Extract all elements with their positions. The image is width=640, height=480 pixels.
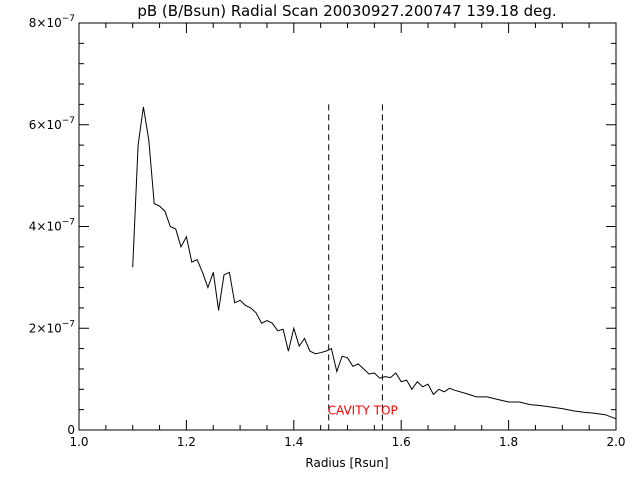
x-axis-ticks: 1.0 1.2 1.4 1.6 1.8 2.0 [69,23,626,449]
plot-frame [78,22,617,431]
series-line [132,106,617,420]
y-tick-label: 0 [67,423,75,437]
cavity-top-label: CAVITY TOP [328,404,398,418]
x-tick-label: 1.8 [499,435,518,449]
x-axis-label: Radius [Rsun] [305,456,388,470]
y-tick-label: 4×10−7 [29,218,75,234]
annotations: CAVITY TOP [328,404,398,418]
y-tick-label: 2×10−7 [29,319,75,335]
x-tick-label: 1.6 [392,435,411,449]
cavity-markers [328,104,383,430]
x-tick-label: 1.2 [177,435,196,449]
chart-title: pB (B/Bsun) Radial Scan 20030927.200747 … [137,2,556,20]
y-tick-label: 8×10−7 [29,14,75,30]
x-tick-label: 1.0 [69,435,88,449]
x-tick-label: 1.4 [284,435,303,449]
y-axis-ticks: 0 2×10−7 4×10−7 6×10−7 8×10−7 [29,14,616,437]
y-tick-label: 6×10−7 [29,116,75,132]
x-tick-label: 2.0 [606,435,625,449]
